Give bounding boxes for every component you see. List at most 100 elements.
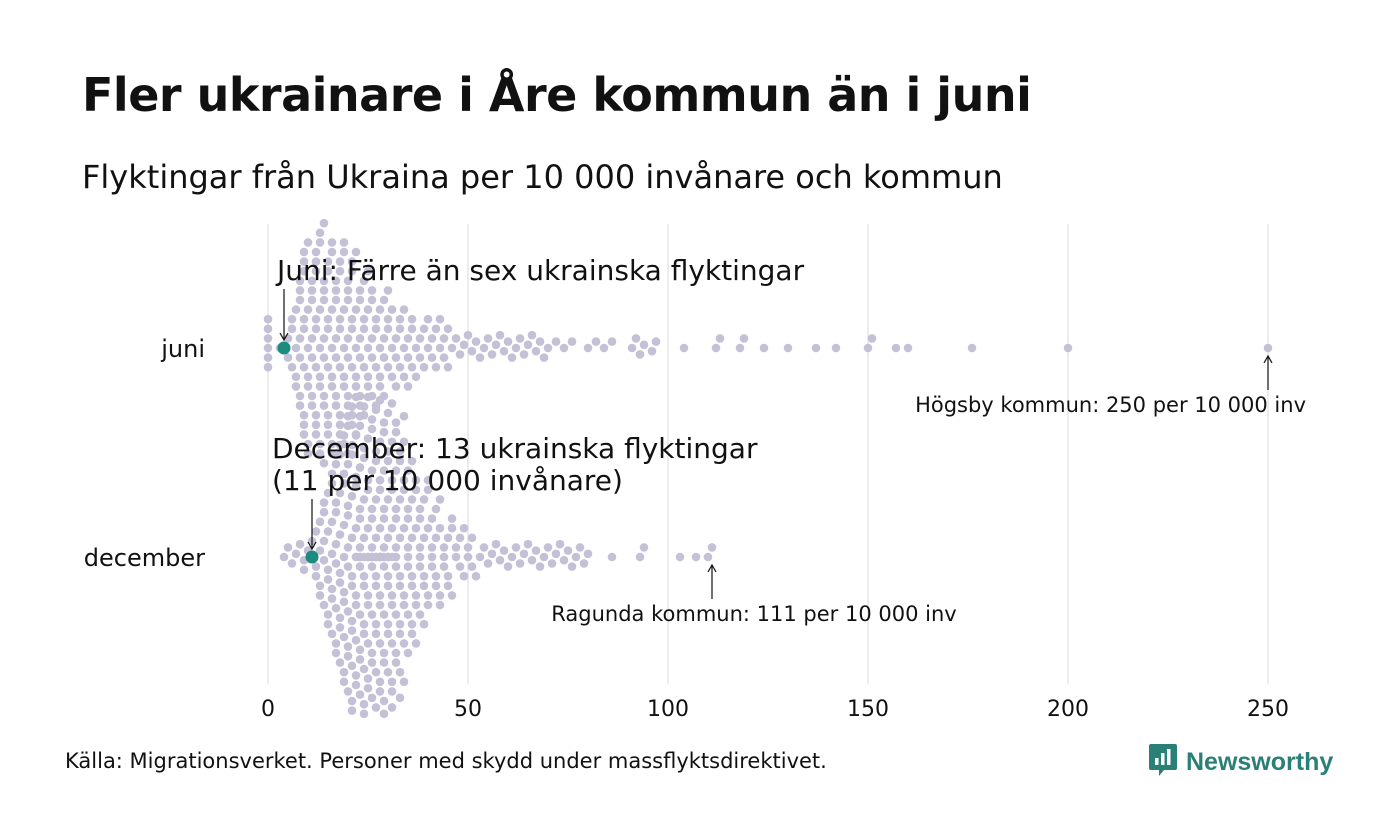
- data-point-december: [403, 610, 413, 619]
- data-point-juni: [291, 343, 301, 353]
- data-point-juni: [331, 401, 341, 410]
- data-point-december: [347, 616, 357, 626]
- x-tick-label: 50: [454, 697, 482, 722]
- data-point-december: [355, 610, 365, 619]
- data-point-juni: [375, 372, 385, 382]
- data-point-juni: [359, 314, 369, 324]
- data-point-juni: [527, 330, 537, 340]
- highlight-point-juni: [277, 341, 291, 355]
- data-point-december: [343, 411, 353, 421]
- data-point-december: [395, 629, 405, 639]
- data-point-december: [347, 571, 357, 581]
- data-point-december: [363, 475, 373, 485]
- data-point-december: [359, 495, 369, 504]
- data-point-december: [347, 440, 357, 450]
- data-point-juni: [451, 334, 461, 343]
- data-point-juni: [315, 439, 325, 449]
- data-point-juni: [323, 314, 333, 324]
- data-point-december: [391, 658, 401, 667]
- data-point-december: [287, 559, 297, 568]
- data-point-december: [703, 552, 713, 562]
- data-point-juni: [319, 401, 329, 410]
- data-point-december: [403, 514, 413, 523]
- data-point-juni: [515, 334, 525, 343]
- data-point-juni: [411, 372, 421, 382]
- data-point-december: [471, 571, 481, 581]
- data-point-juni: [1263, 343, 1273, 353]
- data-point-juni: [379, 334, 389, 343]
- data-point-december: [475, 552, 485, 562]
- data-point-december: [367, 514, 377, 523]
- data-point-december: [435, 591, 445, 600]
- data-point-december: [431, 504, 441, 514]
- data-point-juni: [327, 439, 337, 449]
- data-point-december: [415, 514, 425, 523]
- data-point-juni: [307, 334, 317, 343]
- data-point-juni: [439, 353, 449, 362]
- data-point-december: [371, 667, 381, 677]
- data-point-juni: [319, 334, 329, 343]
- data-point-juni: [375, 305, 385, 314]
- data-point-december: [331, 507, 341, 517]
- data-point-juni: [395, 362, 405, 372]
- data-point-december: [323, 488, 333, 498]
- data-point-juni: [759, 343, 769, 353]
- data-point-juni: [375, 382, 385, 391]
- data-point-december: [335, 530, 345, 539]
- data-point-december: [395, 495, 405, 504]
- data-point-december: [399, 437, 409, 447]
- data-point-december: [691, 552, 701, 562]
- data-point-december: [379, 648, 389, 658]
- data-point-juni: [443, 362, 453, 372]
- data-point-december: [371, 456, 381, 466]
- data-point-juni: [343, 353, 353, 362]
- data-point-december: [395, 619, 405, 629]
- data-point-december: [395, 693, 405, 703]
- data-point-juni: [647, 346, 657, 356]
- data-point-december: [379, 466, 389, 475]
- data-point-december: [567, 562, 577, 571]
- data-point-december: [343, 459, 353, 469]
- data-point-december: [371, 533, 381, 543]
- data-point-juni: [331, 286, 341, 295]
- data-point-december: [379, 543, 389, 552]
- data-point-juni: [319, 353, 329, 362]
- data-point-december: [439, 562, 449, 571]
- data-point-december: [411, 600, 421, 610]
- brand-logo[interactable]: Newsworthy: [1148, 742, 1333, 782]
- data-point-juni: [367, 353, 377, 362]
- data-point-juni: [295, 353, 305, 362]
- data-point-december: [435, 600, 445, 610]
- data-point-december: [347, 706, 357, 715]
- data-point-juni: [319, 295, 329, 305]
- data-point-december: [387, 703, 397, 712]
- data-point-december: [395, 581, 405, 591]
- data-point-december: [367, 562, 377, 571]
- data-point-december: [495, 555, 505, 565]
- data-point-december: [367, 693, 377, 703]
- data-point-december: [371, 581, 381, 591]
- data-point-juni: [863, 343, 873, 353]
- data-point-december: [547, 559, 557, 568]
- data-point-december: [367, 504, 377, 514]
- annotation-label: Juni: Färre än sex ukrainska flyktingar: [275, 254, 805, 287]
- data-point-juni: [347, 324, 357, 334]
- data-point-december: [355, 411, 365, 421]
- data-point-juni: [335, 410, 345, 420]
- data-point-december: [395, 667, 405, 677]
- data-point-december: [391, 610, 401, 619]
- data-point-juni: [263, 324, 273, 334]
- data-point-december: [399, 677, 409, 687]
- data-point-juni: [347, 362, 357, 372]
- data-point-december: [383, 456, 393, 466]
- data-point-december: [363, 683, 373, 693]
- data-point-juni: [423, 343, 433, 353]
- data-point-juni: [519, 350, 529, 359]
- data-point-december: [391, 427, 401, 437]
- data-point-december: [347, 491, 357, 501]
- data-point-december: [375, 687, 385, 696]
- data-point-december: [419, 581, 429, 591]
- data-point-december: [375, 485, 385, 495]
- data-point-december: [335, 623, 345, 632]
- data-point-juni: [287, 314, 297, 324]
